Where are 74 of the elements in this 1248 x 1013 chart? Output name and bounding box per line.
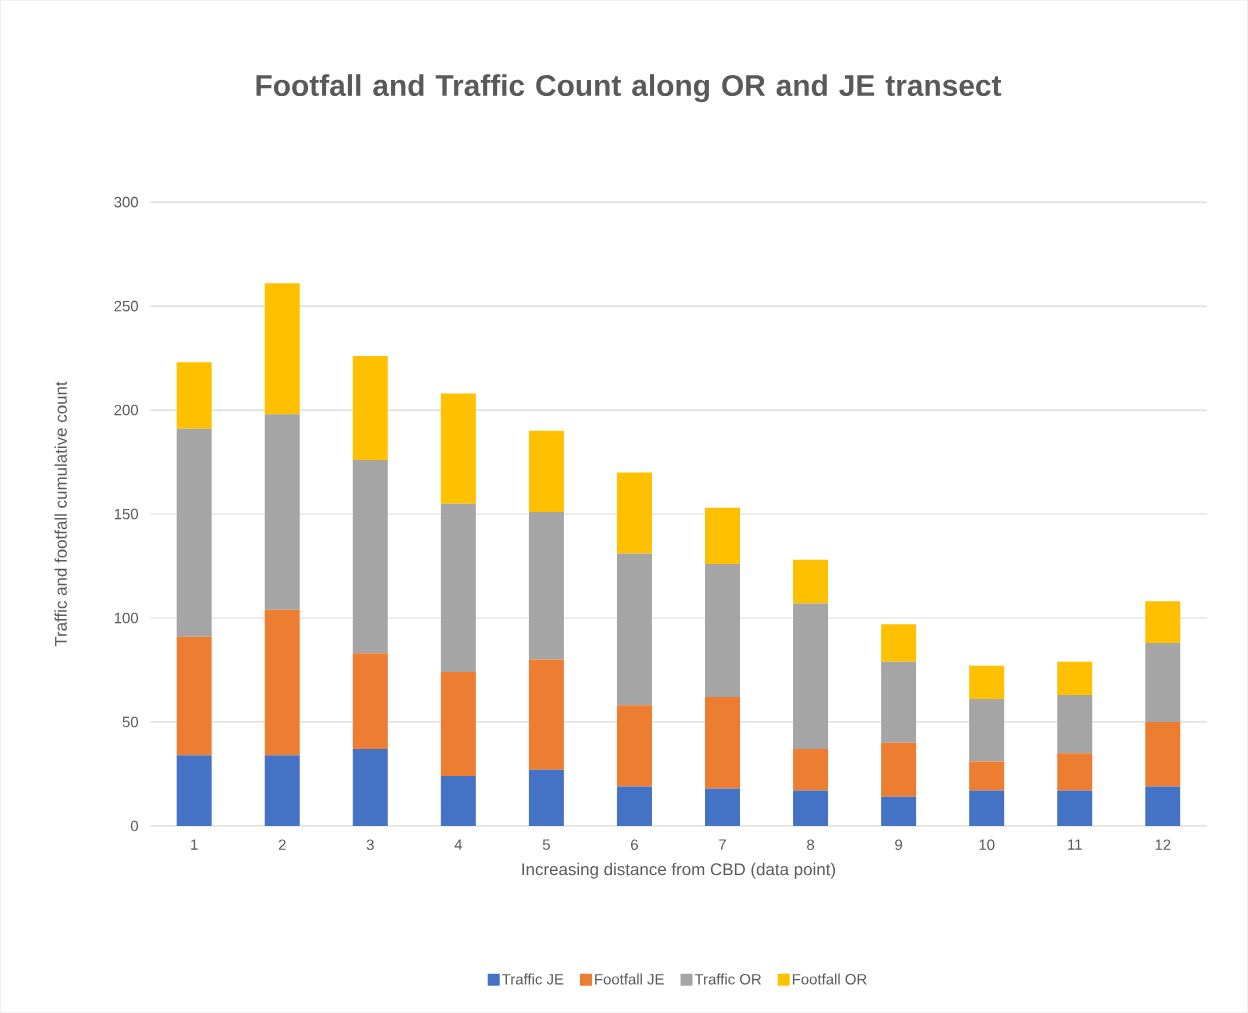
bar — [705, 563, 740, 697]
bar — [440, 503, 476, 673]
bar — [352, 653, 388, 749]
x-tick-label: 2 — [278, 839, 286, 850]
bar — [616, 786, 652, 826]
bar — [440, 672, 476, 776]
bar — [352, 748, 388, 826]
x-tick-label: 7 — [719, 839, 726, 850]
bar — [264, 414, 300, 610]
bar — [881, 742, 917, 797]
y-tick-label: 200 — [114, 404, 139, 416]
x-axis-title: Increasing distance from CBD (data point) — [522, 862, 836, 879]
bar — [1145, 786, 1181, 826]
bar — [969, 761, 1005, 791]
y-tick-label: 0 — [130, 820, 139, 832]
x-tick-label: 8 — [807, 839, 815, 850]
x-tick-label: 11 — [1068, 839, 1082, 850]
legend-label: Footfall OR — [792, 973, 867, 985]
y-tick-label: 300 — [114, 196, 139, 208]
bar — [264, 755, 300, 826]
bar — [969, 790, 1005, 826]
bar — [705, 507, 740, 564]
bar — [969, 699, 1005, 762]
bar — [705, 696, 740, 789]
legend-label: Traffic OR — [694, 973, 762, 985]
bar — [1145, 721, 1181, 787]
bar — [176, 636, 212, 756]
bar — [881, 661, 917, 743]
x-tick-label: 5 — [542, 839, 550, 850]
x-tick-label: 10 — [979, 839, 995, 850]
bar — [1145, 642, 1181, 722]
legend-label: Footfall JE — [595, 973, 664, 985]
bar — [969, 665, 1005, 700]
bar — [793, 559, 829, 604]
y-tick-label: 150 — [114, 508, 139, 520]
legend-label: Traffic JE — [502, 973, 564, 985]
bar — [793, 790, 829, 826]
x-tick-label: 4 — [454, 839, 463, 850]
bar — [881, 624, 917, 662]
bar — [176, 428, 212, 637]
bar — [528, 430, 564, 512]
bar — [440, 775, 476, 826]
chart-title: Footfall and Traffic Count along OR and JE transect — [256, 74, 1002, 103]
bar — [264, 609, 300, 756]
bar — [881, 796, 917, 826]
bar — [1057, 694, 1093, 754]
y-tick-label: 50 — [122, 716, 139, 728]
bar — [793, 748, 829, 791]
bar — [264, 283, 300, 415]
bar — [616, 553, 652, 706]
bar — [1057, 790, 1093, 826]
bar — [528, 769, 564, 826]
y-tick-label: 250 — [114, 300, 139, 312]
x-tick-label: 9 — [895, 839, 903, 850]
bar — [705, 788, 740, 826]
x-tick-label: 1 — [191, 839, 198, 850]
bar — [1145, 601, 1181, 643]
bar — [440, 393, 476, 504]
bar — [528, 511, 564, 660]
bar — [793, 603, 829, 749]
bar — [528, 659, 564, 770]
x-tick-label: 3 — [366, 839, 374, 850]
bar — [352, 355, 388, 460]
y-axis-title: Traffic and footfall cumulative count — [54, 381, 67, 647]
bar — [176, 362, 212, 429]
bar — [1057, 661, 1093, 695]
bar — [176, 755, 212, 826]
bar — [1057, 753, 1093, 791]
bar — [352, 459, 388, 654]
bar — [616, 472, 652, 554]
bar — [616, 705, 652, 787]
x-tick-label: 6 — [631, 839, 638, 850]
y-tick-label: 100 — [114, 612, 139, 624]
x-tick-label: 12 — [1155, 839, 1171, 850]
